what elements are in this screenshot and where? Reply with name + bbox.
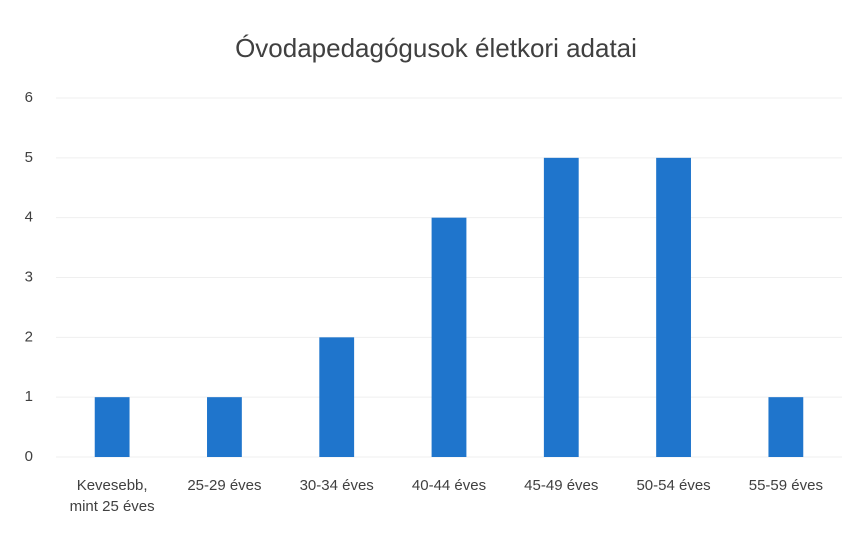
bar [543, 157, 579, 458]
bar [207, 397, 242, 457]
y-tick-label: 6 [25, 89, 33, 106]
y-tick-label: 4 [25, 209, 33, 226]
x-tick-label: 30-34 éves [299, 477, 374, 494]
y-tick-label: 2 [25, 328, 33, 345]
bar [319, 337, 355, 457]
x-tick-label: 50-54 éves [636, 477, 711, 494]
chart-title: Óvodapedagógusok életkori adatai [235, 33, 637, 63]
x-tick-label: 40-44 éves [411, 477, 487, 494]
bar [656, 157, 691, 458]
bar [768, 397, 804, 457]
bar [431, 217, 467, 457]
y-tick-label: 3 [25, 268, 33, 285]
x-tick-label: 45-49 éves [524, 477, 599, 494]
bar [94, 397, 130, 457]
x-tick-label: 25-29 éves [187, 477, 262, 494]
y-tick-label: 5 [25, 149, 33, 166]
x-tick-label: 55-59 éves [748, 477, 823, 494]
y-tick-label: 1 [25, 388, 33, 405]
x-tick-label: Kevesebb, mint 25 éves [69, 477, 155, 515]
y-tick-label: 0 [25, 448, 33, 465]
